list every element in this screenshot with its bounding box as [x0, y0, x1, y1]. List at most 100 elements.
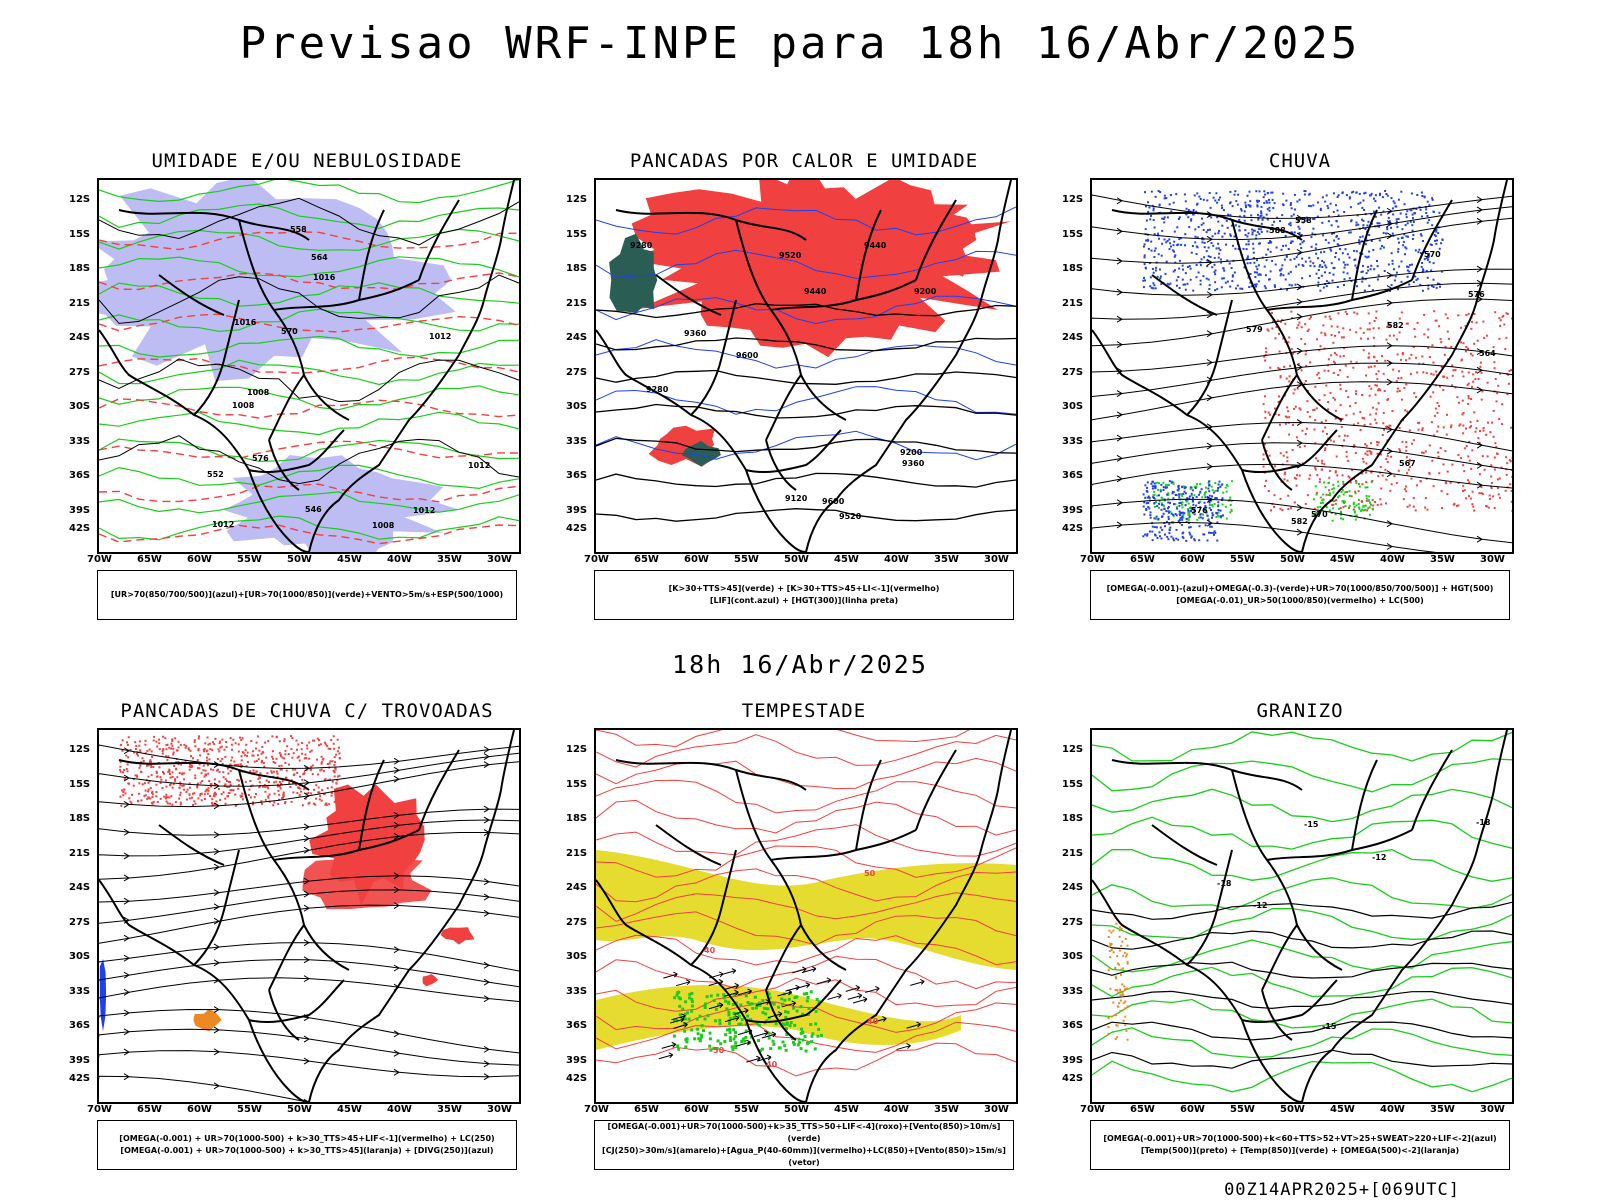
shade-speckle — [1197, 226, 1200, 228]
streamline-arrow — [1386, 447, 1393, 455]
shade-speckle — [232, 789, 235, 792]
shade-speckle — [1372, 504, 1375, 507]
shade-speckle — [1226, 226, 1229, 229]
shade-speckle — [1494, 378, 1497, 380]
shade-speckle — [1457, 314, 1460, 317]
shade-speckle — [1219, 485, 1222, 488]
shade-speckle — [1182, 492, 1185, 495]
shade-speckle — [1281, 203, 1284, 206]
shade-speckle — [249, 796, 252, 799]
shade-speckle — [801, 1030, 804, 1034]
shade-speckle — [1217, 509, 1220, 512]
shade-speckle — [746, 1014, 750, 1018]
shade-speckle — [1432, 210, 1435, 213]
shade-speckle — [737, 1014, 741, 1018]
shade-speckle — [1377, 389, 1380, 392]
shade-speckle — [1152, 207, 1155, 210]
shade-speckle — [338, 752, 341, 755]
latitude-label: 33S — [69, 435, 91, 447]
shade-speckle — [172, 751, 175, 754]
shade-speckle — [1288, 283, 1291, 286]
shade-speckle — [1230, 508, 1233, 511]
wind-streamline — [1092, 421, 1512, 452]
shade-speckle — [1314, 468, 1317, 471]
shade-speckle — [1402, 240, 1405, 243]
shade-speckle — [1381, 355, 1383, 358]
contour-label: -18 — [1476, 818, 1491, 827]
shade-speckle — [333, 764, 336, 766]
shade-speckle — [1488, 498, 1491, 500]
shade-speckle — [171, 744, 174, 747]
shade-speckle — [1510, 426, 1512, 429]
shade-speckle — [1208, 490, 1211, 493]
shade-speckle — [1397, 288, 1399, 291]
shade-speckle — [1258, 273, 1261, 276]
shade-speckle — [1335, 235, 1338, 237]
shade-speckle — [1303, 193, 1306, 196]
streamline-arrow — [483, 978, 490, 986]
streamline-arrow — [303, 904, 310, 912]
shade-speckle — [1154, 533, 1156, 536]
shade-speckle — [172, 753, 175, 756]
shade-speckle — [1325, 505, 1328, 507]
shade-speckle — [1209, 206, 1212, 209]
shade-speckle — [1319, 496, 1322, 499]
shade-speckle — [1386, 226, 1388, 229]
shade-speckle — [1438, 404, 1441, 407]
shade-speckle — [1183, 487, 1186, 490]
shade-speckle — [228, 785, 231, 788]
shade-speckle — [328, 762, 331, 765]
shade-speckle — [203, 793, 206, 796]
shade-speckle — [1270, 191, 1273, 194]
shade-speckle — [227, 795, 230, 797]
shade-speckle — [1169, 194, 1172, 196]
shade-speckle — [1284, 278, 1287, 281]
shade-speckle — [1371, 498, 1374, 501]
shade-speckle — [1365, 374, 1367, 377]
shade-speckle — [1199, 490, 1202, 493]
streamline-arrow — [213, 943, 220, 951]
map-panel-tempestade: 50 40 40 50 40 — [594, 728, 1018, 1104]
shade-speckle — [1357, 503, 1360, 505]
shade-speckle — [1345, 455, 1348, 458]
shade-speckle — [1267, 490, 1270, 492]
shade-speckle — [1324, 315, 1327, 318]
shade-speckle — [1438, 211, 1441, 214]
shade-speckle — [1472, 380, 1475, 383]
shade-speckle — [1177, 487, 1180, 490]
shade-speckle — [324, 741, 327, 744]
shade-speckle — [1394, 205, 1397, 208]
shade-speckle — [227, 767, 229, 770]
shade-speckle — [1189, 533, 1192, 536]
shade-speckle — [1444, 450, 1447, 452]
streamline-arrow — [303, 1057, 310, 1065]
streamline-arrow — [123, 852, 130, 860]
streamline-arrow — [393, 766, 400, 774]
shade-speckle — [1369, 451, 1372, 454]
shade-speckle — [284, 761, 287, 764]
wind-vector — [673, 1021, 688, 1029]
longitude-label: 70W — [584, 554, 609, 565]
shade-speckle — [1168, 529, 1171, 532]
shade-speckle — [1262, 196, 1265, 199]
shade-speckle — [796, 1043, 800, 1047]
shade-speckle — [1315, 407, 1318, 410]
shade-speckle — [280, 768, 283, 771]
shade-speckle — [1346, 434, 1349, 437]
shade-speckle — [1364, 191, 1367, 194]
shade-speckle — [1150, 482, 1153, 485]
shade-speckle — [214, 737, 217, 740]
shade-speckle — [817, 1000, 821, 1004]
shade-speckle — [1327, 358, 1330, 361]
shade-speckle — [1504, 348, 1507, 350]
contour-label: 570 — [281, 327, 298, 336]
shade-speckle — [1163, 238, 1166, 241]
shade-speckle — [251, 784, 254, 787]
shade-speckle — [1342, 518, 1345, 521]
shade-speckle — [337, 746, 340, 749]
shade-speckle — [1473, 509, 1476, 512]
contour-label: 50 — [864, 869, 876, 878]
shade-speckle — [1206, 265, 1209, 268]
shade-speckle — [1278, 332, 1280, 335]
shade-speckle — [1144, 279, 1146, 282]
